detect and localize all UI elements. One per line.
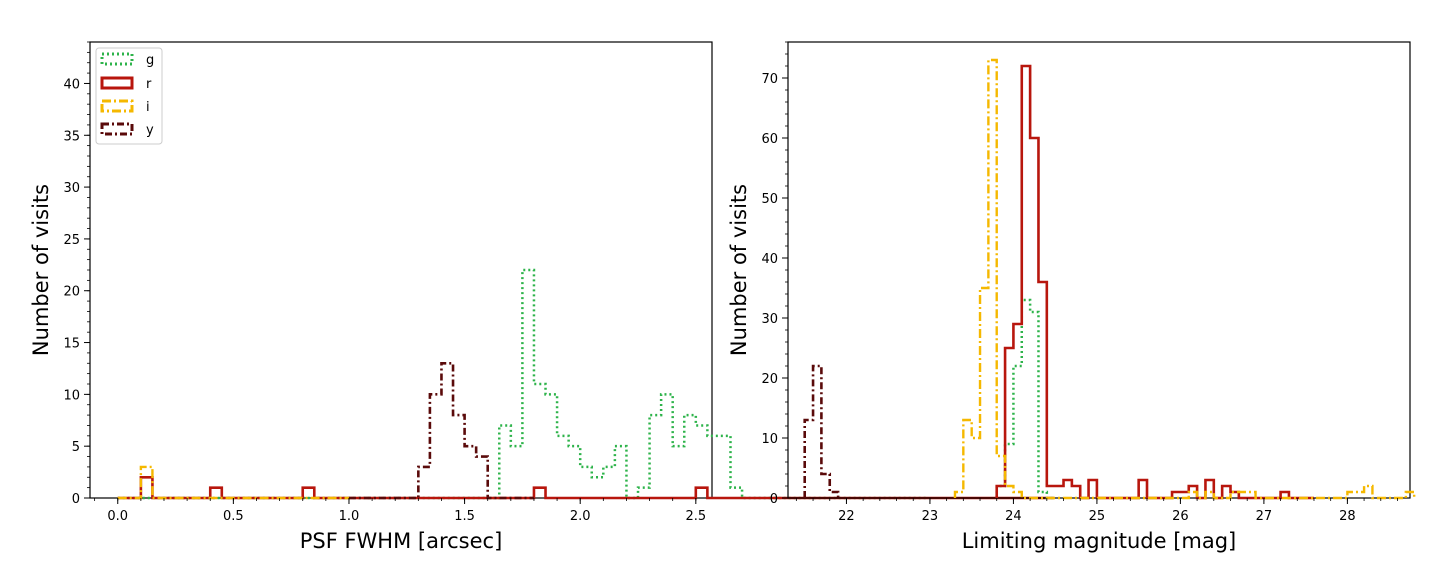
y-tick-label: 5 bbox=[72, 440, 80, 455]
x-tick-label: 22 bbox=[838, 509, 855, 524]
y-ticks: 0 10 20 30 40 50 60 70 bbox=[761, 41, 788, 507]
x-axis-label: Limiting magnitude [mag] bbox=[962, 529, 1237, 553]
series-group bbox=[803, 58, 1416, 500]
panel-limiting-magnitude: 22 23 24 25 26 27 28 0 10 20 30 40 50 60 70 Limiting … bbox=[727, 41, 1416, 553]
plot-frame bbox=[89, 41, 713, 499]
legend-label-y: y bbox=[146, 123, 154, 138]
x-tick-label: 2.0 bbox=[570, 509, 591, 524]
legend: g r i y bbox=[95, 47, 163, 145]
legend-swatch-r bbox=[100, 76, 134, 90]
x-tick-label: 27 bbox=[1256, 509, 1273, 524]
y-axis-label: Number of visits bbox=[727, 184, 751, 356]
x-tick-label: 23 bbox=[922, 509, 939, 524]
y-tick-label: 40 bbox=[63, 77, 80, 92]
y-axis-label: Number of visits bbox=[29, 184, 53, 356]
x-tick-label: 1.0 bbox=[339, 509, 360, 524]
histogram-series-r bbox=[995, 64, 1314, 500]
x-tick-label: 1.5 bbox=[454, 509, 475, 524]
legend-swatch-g bbox=[100, 52, 134, 66]
histogram-series-r bbox=[117, 475, 1055, 500]
y-tick-label: 15 bbox=[63, 337, 80, 352]
legend-box bbox=[95, 47, 163, 145]
legend-entry-i: i bbox=[100, 99, 150, 115]
y-tick-label: 0 bbox=[770, 492, 778, 507]
y-tick-label: 20 bbox=[761, 372, 778, 387]
x-axis-label: PSF FWHM [arcsec] bbox=[300, 529, 503, 553]
y-tick-label: 30 bbox=[761, 312, 778, 327]
y-tick-label: 50 bbox=[761, 192, 778, 207]
plot-frame bbox=[787, 41, 1411, 499]
x-ticks: 0.0 0.5 1.0 1.5 2.0 2.5 bbox=[94, 498, 706, 524]
y-tick-label: 10 bbox=[63, 388, 80, 403]
legend-swatch-y bbox=[100, 122, 134, 136]
legend-label-g: g bbox=[146, 53, 154, 68]
y-tick-label: 0 bbox=[72, 492, 80, 507]
series-group bbox=[117, 268, 1055, 500]
legend-swatch-i bbox=[100, 99, 134, 113]
y-tick-label: 40 bbox=[761, 252, 778, 267]
legend-label-i: i bbox=[146, 100, 150, 115]
y-tick-label: 10 bbox=[761, 432, 778, 447]
x-tick-label: 28 bbox=[1339, 509, 1356, 524]
x-tick-label: 2.5 bbox=[685, 509, 706, 524]
y-tick-label: 35 bbox=[63, 129, 80, 144]
panel-psf-fwhm: 0.0 0.5 1.0 1.5 2.0 2.5 0 5 10 15 20 25 30 35 40 PSF … bbox=[29, 41, 1055, 553]
x-ticks: 22 23 24 25 26 27 28 bbox=[795, 498, 1398, 524]
y-ticks: 0 5 10 15 20 25 30 35 40 bbox=[63, 41, 90, 507]
y-tick-label: 60 bbox=[761, 132, 778, 147]
legend-entry-r: r bbox=[100, 76, 152, 92]
x-tick-label: 24 bbox=[1005, 509, 1022, 524]
x-tick-label: 0.0 bbox=[107, 509, 128, 524]
histogram-series-y bbox=[803, 364, 840, 498]
y-tick-label: 70 bbox=[761, 72, 778, 87]
x-tick-label: 26 bbox=[1172, 509, 1189, 524]
histogram-series-i bbox=[953, 58, 1416, 500]
histogram-series-y bbox=[348, 361, 534, 500]
histogram-series-i bbox=[117, 465, 349, 500]
legend-label-r: r bbox=[146, 77, 152, 92]
x-tick-label: 25 bbox=[1089, 509, 1106, 524]
y-tick-label: 25 bbox=[63, 233, 80, 248]
y-tick-label: 30 bbox=[63, 181, 80, 196]
legend-entry-g: g bbox=[100, 52, 154, 68]
y-tick-label: 20 bbox=[63, 285, 80, 300]
legend-entry-y: y bbox=[100, 122, 154, 138]
x-tick-label: 0.5 bbox=[223, 509, 244, 524]
